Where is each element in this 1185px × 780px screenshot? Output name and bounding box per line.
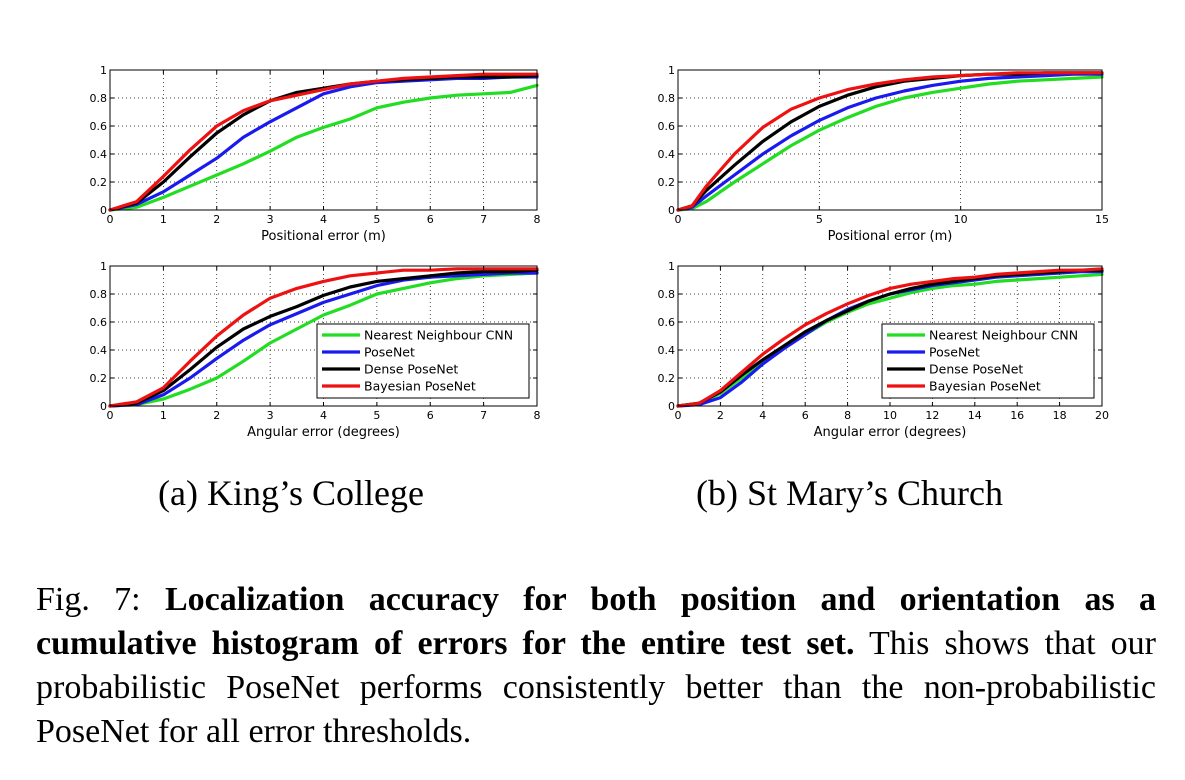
x-axis-label: Angular error (degrees) (814, 425, 967, 440)
series-line-bayesian-posenet (108, 267, 539, 408)
x-tick-label: 2 (717, 409, 724, 422)
x-tick-label: 1 (160, 409, 167, 422)
legend-label-bayesian-posenet: Bayesian PoseNet (364, 379, 476, 394)
y-tick-label: 0.2 (658, 176, 676, 189)
x-tick-label: 8 (844, 409, 851, 422)
caption-rest: This shows that our probabilistic PoseNe… (36, 625, 1157, 750)
y-tick-label: 1 (668, 260, 675, 273)
series-line-nearest-neighbour-cnn (108, 83, 539, 212)
x-tick-label: 10 (954, 213, 968, 226)
legend-label-nearest-neighbour-cnn: Nearest Neighbour CNN (364, 328, 513, 343)
x-tick-label: 6 (802, 409, 809, 422)
y-tick-label: 1 (100, 260, 107, 273)
series-line-bayesian-posenet (676, 267, 1104, 408)
y-tick-label: 0.8 (658, 92, 676, 105)
x-tick-label: 0 (675, 213, 682, 226)
y-tick-label: 0.6 (90, 316, 108, 329)
x-tick-label: 6 (427, 213, 434, 226)
legend-label-bayesian-posenet: Bayesian PoseNet (929, 379, 1041, 394)
series-line-nearest-neighbour-cnn (108, 271, 539, 408)
x-tick-label: 0 (107, 409, 114, 422)
series-line-posenet (676, 72, 1104, 212)
x-tick-label: 3 (267, 213, 274, 226)
figure-caption: Fig. 7: Localization accuracy for both p… (36, 578, 1156, 754)
series-line-nearest-neighbour-cnn (676, 272, 1104, 408)
legend: Nearest Neighbour CNN PoseNet Dense PoseNe… (316, 323, 530, 399)
x-tick-label: 1 (160, 213, 167, 226)
y-tick-label: 1 (100, 64, 107, 77)
x-tick-label: 7 (480, 213, 487, 226)
x-tick-label: 7 (480, 409, 487, 422)
x-tick-label: 12 (925, 409, 939, 422)
legend-label-posenet: PoseNet (364, 345, 415, 360)
legend-label-dense-posenet: Dense PoseNet (364, 362, 458, 377)
y-tick-label: 0.6 (658, 120, 676, 133)
x-tick-label: 18 (1053, 409, 1067, 422)
legend-label-posenet: PoseNet (929, 345, 980, 360)
x-tick-label: 2 (213, 213, 220, 226)
y-tick-label: 0.8 (90, 288, 108, 301)
x-tick-label: 4 (320, 213, 327, 226)
y-tick-label: 0 (668, 204, 675, 217)
x-tick-label: 4 (759, 409, 766, 422)
caption-prefix: Fig. 7: (36, 581, 165, 618)
x-tick-label: 3 (267, 409, 274, 422)
x-tick-label: 5 (373, 213, 380, 226)
x-tick-label: 15 (1095, 213, 1109, 226)
y-tick-label: 0 (100, 400, 107, 413)
chart-panel-2: 0 5 10 15 0 0.2 0.4 0.6 0.8 1 Positional error (m) (658, 64, 1110, 244)
legend: Nearest Neighbour CNN PoseNet Dense PoseNe… (881, 323, 1095, 399)
subcaption-kings-college: (a) King’s College (158, 473, 424, 513)
axes-box (677, 69, 1103, 211)
series-line-dense-posenet (108, 268, 539, 408)
x-axis-label: Angular error (degrees) (247, 425, 400, 440)
y-tick-label: 0.4 (90, 148, 108, 161)
legend-label-nearest-neighbour-cnn: Nearest Neighbour CNN (929, 328, 1078, 343)
x-tick-label: 5 (373, 409, 380, 422)
y-tick-label: 0 (100, 204, 107, 217)
series-line-posenet (108, 271, 539, 408)
x-tick-label: 4 (320, 409, 327, 422)
x-tick-label: 8 (534, 213, 541, 226)
chart-panel-4: 0 2 4 6 8 10 12 14 16 18 20 0 0.2 0.4 0.6 0.8 1 Angular e… (658, 260, 1110, 440)
legend-label-dense-posenet: Dense PoseNet (929, 362, 1023, 377)
y-tick-label: 0 (668, 400, 675, 413)
y-tick-label: 0.2 (90, 372, 108, 385)
x-axis-label: Positional error (m) (828, 229, 953, 244)
x-tick-label: 5 (816, 213, 823, 226)
x-tick-label: 2 (213, 409, 220, 422)
series-line-nearest-neighbour-cnn (676, 75, 1104, 212)
y-tick-label: 0.6 (658, 316, 676, 329)
chart-panel-1: 0 1 2 3 4 5 6 7 8 0 0.2 0.4 0.6 0.8 1 Positional error … (90, 64, 541, 244)
y-tick-label: 0.6 (90, 120, 108, 133)
y-tick-label: 0.8 (90, 92, 108, 105)
subcaption-st-marys-church: (b) St Mary’s Church (696, 473, 1003, 513)
y-tick-label: 0.4 (658, 148, 676, 161)
x-tick-label: 0 (107, 213, 114, 226)
x-tick-label: 10 (883, 409, 897, 422)
y-tick-label: 0.2 (90, 176, 108, 189)
x-tick-label: 20 (1095, 409, 1109, 422)
y-tick-label: 0.4 (90, 344, 108, 357)
x-tick-label: 6 (427, 409, 434, 422)
y-tick-label: 1 (668, 64, 675, 77)
x-tick-label: 14 (968, 409, 982, 422)
y-tick-label: 0.4 (658, 344, 676, 357)
y-tick-label: 0.2 (658, 372, 676, 385)
series-line-bayesian-posenet (108, 72, 539, 212)
caption-bold: Localization accuracy for both position … (36, 581, 1156, 662)
x-tick-label: 16 (1010, 409, 1024, 422)
x-tick-label: 8 (534, 409, 541, 422)
chart-panel-3: 0 1 2 3 4 5 6 7 8 0 0.2 0.4 0.6 0.8 1 Angular error (de… (90, 260, 541, 440)
y-tick-label: 0.8 (658, 288, 676, 301)
x-axis-label: Positional error (m) (261, 229, 386, 244)
x-tick-label: 0 (675, 409, 682, 422)
series-line-bayesian-posenet (676, 71, 1104, 212)
